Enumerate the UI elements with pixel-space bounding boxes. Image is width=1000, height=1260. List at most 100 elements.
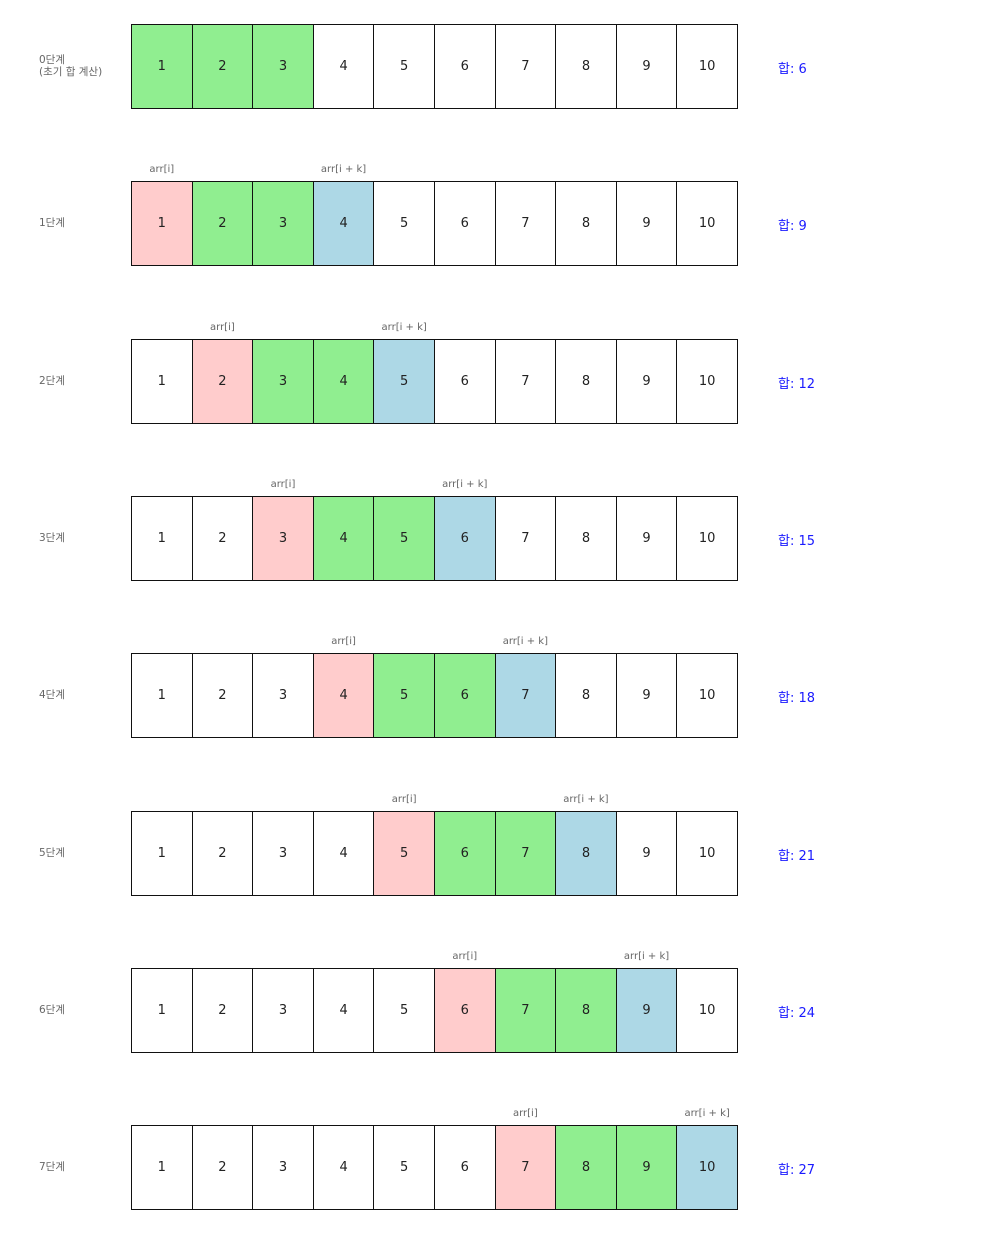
- pointer-label-out: arr[i]: [512, 1108, 538, 1120]
- array-cell: 7: [494, 810, 557, 896]
- cell-value: 4: [339, 845, 348, 861]
- cell-value: 3: [278, 1160, 288, 1176]
- array-cell: 4 arr[i + k]: [312, 164, 375, 267]
- array-cell: 3: [252, 810, 314, 896]
- cell-value: 8: [581, 373, 591, 389]
- array-cell: 4: [312, 810, 375, 896]
- sum-text: 합: 15: [778, 533, 816, 549]
- pointer-label-out: arr[i]: [452, 950, 478, 962]
- array-cell: 7 arr[i]: [494, 1108, 557, 1211]
- cell-value: 4: [339, 1002, 348, 1018]
- array-cell: 9: [615, 338, 678, 424]
- cell-value: 5: [400, 59, 409, 74]
- cell-value: 4: [339, 1160, 348, 1176]
- array-cell: 6: [433, 24, 496, 109]
- array-cell: 4: [312, 1125, 375, 1211]
- cell-value: 2: [218, 216, 227, 232]
- cell-value: 6: [460, 216, 469, 232]
- cell-value: 9: [642, 1002, 651, 1018]
- cell-value: 8: [581, 845, 591, 861]
- array-cell: 9: [615, 181, 678, 267]
- cell-value: 10: [698, 1160, 716, 1176]
- cell-value: 3: [278, 373, 288, 389]
- array-cell: 4: [312, 338, 375, 424]
- cell-value: 5: [400, 1160, 409, 1176]
- array-cell: 8: [555, 338, 617, 424]
- array-cell: 9: [615, 653, 678, 739]
- array-cell: 2: [191, 24, 254, 109]
- pointer-label-in: arr[i + k]: [381, 321, 427, 333]
- cell-value: 7: [521, 59, 530, 74]
- cell-value: 2: [218, 1002, 227, 1018]
- cell-value: 5: [400, 216, 409, 232]
- cell-value: 3: [278, 216, 288, 232]
- array-cell: 5: [373, 653, 435, 739]
- array-cell: 3 arr[i]: [252, 479, 314, 581]
- cell-value: 7: [521, 1160, 530, 1176]
- array-cell: 1: [131, 24, 193, 109]
- cell-value: 2: [218, 59, 227, 74]
- cell-value: 1: [157, 845, 166, 861]
- cell-value: 5: [400, 530, 409, 546]
- array-cell: 2: [191, 1125, 254, 1211]
- sum-text: 합: 21: [778, 848, 816, 864]
- cell-value: 2: [218, 845, 227, 861]
- array-cell: 2: [191, 810, 254, 896]
- array-cell: 1: [131, 653, 193, 739]
- step-row: 0단계 (초기 합 계산) 1 2 3 4 5 6 7 8 9 10 합: 6: [0, 0, 1000, 150]
- cell-value: 5: [400, 845, 409, 861]
- cell-value: 2: [218, 688, 227, 704]
- cell-value: 6: [460, 59, 469, 74]
- cell-value: 1: [157, 59, 166, 74]
- array-cell: 6: [433, 653, 496, 739]
- cell-value: 1: [157, 1160, 166, 1176]
- array-cell: 7: [494, 338, 557, 424]
- array-cell: 4: [312, 967, 375, 1053]
- step-row: 1단계 1 arr[i] 2 3 4 arr[i + k] 5 6 7 8 9 10 합: 9: [0, 157, 1000, 307]
- array-cell: 8: [555, 967, 617, 1053]
- cell-value: 4: [339, 59, 348, 74]
- array-cells: 1 2 3 4 5 6 7 8 9 10: [131, 24, 738, 109]
- array-cell: 9: [615, 24, 678, 109]
- array-cell: 7: [494, 495, 557, 581]
- array-cells: 1 2 3 4 5 arr[i] 6 7 8 arr[i + k] 9 10: [131, 794, 738, 896]
- cell-value: 1: [157, 1002, 166, 1018]
- array-cells: 1 2 3 4 5 6 7 arr[i] 8 9 10 arr[i + k]: [131, 1108, 738, 1211]
- cell-value: 9: [642, 216, 651, 232]
- array-cell: 2: [191, 967, 254, 1053]
- array-cell: 10: [676, 181, 738, 267]
- cell-value: 4: [339, 688, 348, 704]
- array-cell: 4: [312, 24, 375, 109]
- cell-value: 9: [642, 688, 651, 704]
- array-cell: 7: [494, 967, 557, 1053]
- array-cell: 10: [676, 810, 738, 896]
- pointer-label-in: arr[i + k]: [684, 1108, 730, 1120]
- cell-value: 6: [460, 1002, 469, 1018]
- pointer-label-out: arr[i]: [391, 793, 417, 805]
- array-cell: 9 arr[i + k]: [615, 951, 678, 1053]
- cell-value: 6: [460, 373, 469, 389]
- array-cell: 6 arr[i + k]: [433, 479, 496, 581]
- array-cell: 6: [433, 181, 496, 267]
- cell-value: 10: [698, 373, 716, 389]
- step-label: 7단계: [39, 1161, 66, 1174]
- cell-value: 8: [581, 688, 591, 704]
- cell-value: 7: [521, 530, 530, 546]
- cell-value: 6: [460, 1160, 469, 1176]
- cell-value: 4: [339, 216, 348, 232]
- cell-value: 4: [339, 373, 348, 389]
- array-cell: 6: [433, 1125, 496, 1211]
- array-cell: 2: [191, 181, 254, 267]
- cell-value: 9: [642, 1160, 651, 1176]
- pointer-label-out: arr[i]: [149, 164, 175, 176]
- array-cell: 5 arr[i + k]: [373, 322, 435, 424]
- cell-value: 8: [581, 530, 591, 546]
- cell-value: 2: [218, 530, 227, 546]
- cell-value: 2: [218, 373, 227, 389]
- cell-value: 2: [218, 1160, 227, 1176]
- array-cell: 9: [615, 495, 678, 581]
- cell-value: 3: [278, 688, 288, 704]
- array-cell: 10: [676, 967, 738, 1053]
- pointer-label-out: arr[i]: [210, 321, 235, 333]
